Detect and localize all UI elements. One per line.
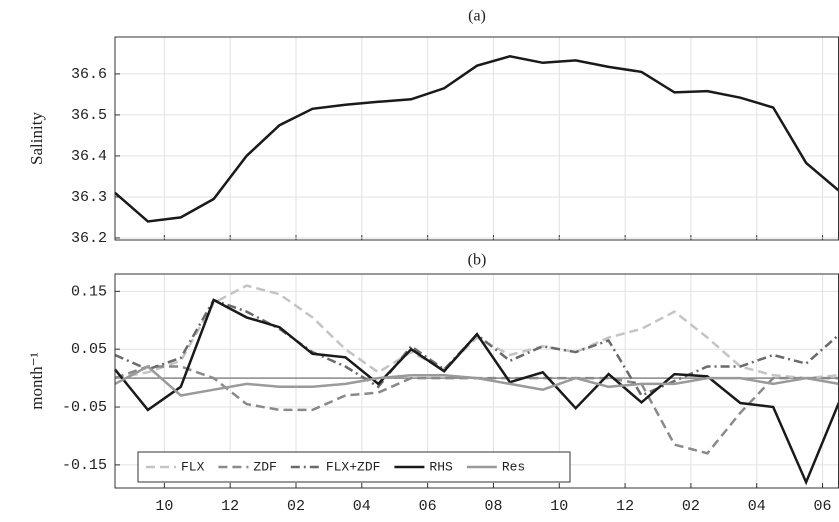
y-tick-label: 0.05 [71, 341, 107, 358]
series-line [114, 298, 839, 398]
y-axis-label: Salinity [27, 112, 46, 165]
x-tick-label: 04 [748, 498, 766, 515]
x-tick-label: 10 [550, 498, 568, 515]
x-tick-label: 06 [419, 498, 437, 515]
y-axis-label: month⁻¹ [27, 352, 46, 410]
legend-label: Res [502, 459, 525, 474]
panel-title: (b) [468, 252, 487, 269]
legend: FLX ZDF FLX+ZDF RHS Res [137, 451, 571, 483]
x-tick-label: 10 [155, 498, 173, 515]
x-tick-label: 04 [353, 498, 371, 515]
x-tick-label: 02 [287, 498, 305, 515]
legend-box [137, 451, 571, 483]
x-tick-label: 12 [221, 498, 239, 515]
x-tick-label: 08 [484, 498, 502, 515]
y-tick-label: 0.15 [71, 283, 107, 300]
y-tick-label: 36.2 [71, 230, 107, 247]
legend-label: FLX [181, 459, 205, 474]
plot-frame [114, 36, 839, 241]
x-tick-label: 02 [682, 498, 700, 515]
panel-title: (a) [468, 8, 486, 25]
series-line [114, 284, 839, 380]
y-tick-label: -0.05 [62, 399, 107, 416]
legend-label: ZDF [253, 459, 276, 474]
x-tick-label: 12 [616, 498, 634, 515]
series-line [114, 55, 839, 223]
legend-label: RHS [429, 459, 453, 474]
series-line [114, 365, 839, 455]
y-tick-label: 36.6 [71, 66, 107, 83]
y-tick-label: -0.15 [62, 457, 107, 474]
series-line [114, 364, 839, 397]
legend-label: FLX+ZDF [326, 459, 381, 474]
y-tick-label: 36.5 [71, 107, 107, 124]
x-tick-label: 06 [814, 498, 832, 515]
y-tick-label: 36.3 [71, 189, 107, 206]
series-line [114, 298, 839, 486]
y-tick-label: 36.4 [71, 148, 107, 165]
